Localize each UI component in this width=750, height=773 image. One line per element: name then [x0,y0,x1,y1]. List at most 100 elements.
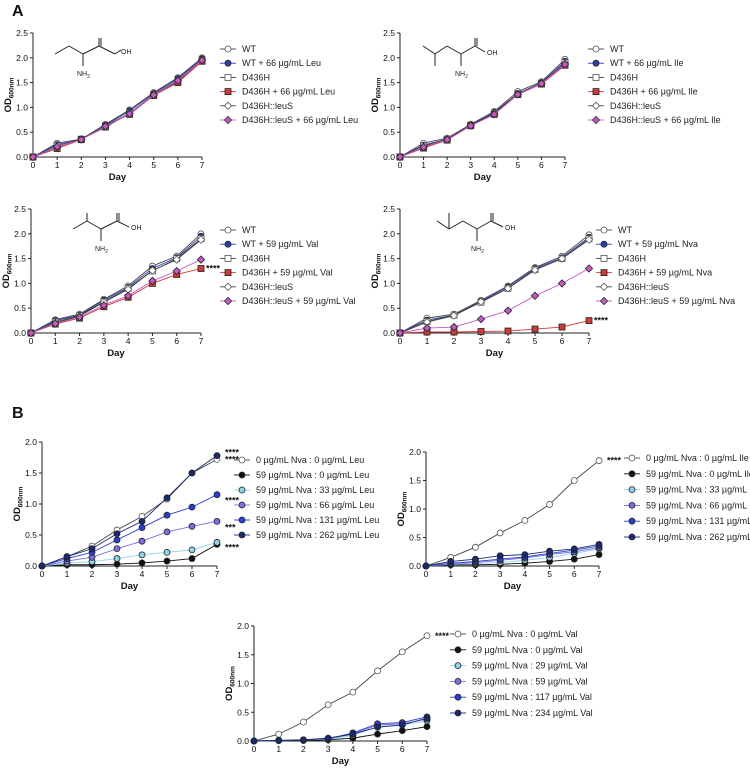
data-point [398,721,406,729]
series-5 [395,60,570,162]
data-point [163,494,171,502]
legend-label: 59 µg/mL Nva : 59 µg/mL Val [472,676,588,686]
x-tick-label: 3 [101,336,106,346]
x-tick-label: 5 [515,160,520,170]
molecule-norvaline: OH NH2 [54,38,132,80]
data-point [595,551,603,558]
series-line [41,520,218,567]
legend-label: D436H + 66 µg/mL Ile [610,87,698,97]
y-axis-label-sub: 600nm [9,77,16,98]
x-tick-label: 6 [175,160,180,170]
y-tick-label: 0.0 [14,328,26,338]
y-tick-label: 2.5 [14,204,26,214]
data-point [513,90,523,99]
x-axis-label: Day [109,172,127,183]
data-point [163,528,171,536]
y-tick-label: 0.0 [383,152,395,162]
data-point [521,517,529,524]
x-tick-label: 2 [77,336,82,346]
x-tick-label: 0 [398,160,403,170]
significance-marker: **** [225,454,240,464]
legend-label: 59 µg/mL Nva : 117 µg/mL Val [472,692,592,702]
legend-entry: WT [220,225,256,235]
data-point [63,553,71,561]
y-tick-label: 1.5 [14,254,26,264]
y-tick-label: 2.0 [409,447,421,457]
data-point [148,266,157,275]
molecule-leucine: OH NH2 [422,38,498,80]
series-line [425,545,600,567]
legend-marker [224,88,232,95]
y-tick-label: 2.0 [16,53,28,63]
legend-entry: WT + 66 µg/mL Ile [588,58,683,68]
legend-marker [599,296,609,306]
data-point [88,545,96,553]
legend-marker [454,662,462,669]
nh2-label: NH2 [77,71,90,80]
x-tick-label: 2 [90,569,95,579]
x-tick-label: 3 [103,160,108,170]
data-point [449,311,459,320]
x-tick-label: 7 [200,160,205,170]
data-point [570,545,578,553]
series-5 [38,452,221,570]
data-point [213,517,221,525]
data-point [442,135,452,144]
data-point [585,317,593,325]
legend-marker [592,74,600,81]
data-point [188,546,196,554]
data-point [537,79,546,88]
y-axis-label-sub: 600nm [230,666,237,687]
legend-label: 59 µg/mL Nva : 0 µg/mL Val [472,645,583,655]
data-point [423,632,431,640]
y-tick-label: 0.5 [14,303,26,313]
data-point [188,522,196,530]
legend-label: 59 µg/mL Nva : 0 µg/mL Leu [256,470,369,480]
legend-label: D436H [242,72,270,82]
series-5 [422,540,603,570]
legend-entry: 59 µg/mL Nva : 131 µg/mL Leu [234,515,379,525]
legend-marker [224,59,232,67]
significance-marker: *** [225,522,236,532]
data-point [423,714,431,722]
y-axis-label: OD600nm [224,666,237,701]
bond [448,220,464,230]
y-tick-label: 1.0 [409,504,421,514]
x-tick-label: 1 [55,160,60,170]
series-line [32,58,203,158]
data-point [531,325,539,333]
series-line [32,59,203,158]
x-tick-label: 3 [326,744,331,754]
data-point [419,142,428,152]
data-point [197,56,207,65]
y-axis-label-main: OD [3,98,14,112]
chart-a3: 0 1 2 3 4 5 6 7 0.0 0.5 1.0 1.5 2.0 2.5 Day OD600nm WT WT… [1,204,356,359]
x-tick-label: 1 [448,569,453,579]
chart-b2: 0 1 2 3 4 5 6 7 0.0 0.5 1.0 1.5 2.0 Day OD600nm 0 µg/mL… [396,447,750,592]
bond [100,220,118,230]
data-point [447,558,455,565]
y-tick-label: 2.0 [383,229,395,239]
legend-entry: D436H::leuS + 59 µg/mL Val [220,296,356,306]
legend-entry: 59 µg/mL Nva : 59 µg/mL Val [450,676,588,686]
legend-marker [224,254,232,262]
series-4 [395,235,594,338]
legend-entry: 59 µg/mL Nva : 262 µg/mL Ile [624,532,750,542]
data-point [172,255,181,264]
x-tick-label: 7 [215,569,220,579]
chart-a4: 0 1 2 3 4 5 6 7 0.0 0.5 1.0 1.5 2.0 2.5 Day OD600nm WT WT… [370,204,735,359]
data-point [324,734,332,742]
data-point [138,537,146,545]
series-line [30,238,202,334]
data-point [584,235,594,244]
y-tick-label: 0.5 [25,530,37,540]
data-point [52,142,62,151]
data-point [275,737,283,744]
x-tick-label: 4 [522,569,527,579]
legend-marker [592,88,600,95]
legend-entry: D436H::leuS + 66 µg/mL Ile [588,115,721,125]
series-line [425,548,600,567]
x-tick-label: 3 [498,569,503,579]
series-5 [395,264,594,338]
